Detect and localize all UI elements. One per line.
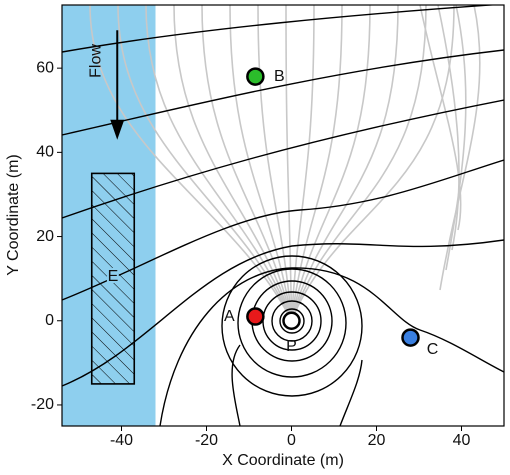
well — [282, 311, 301, 330]
well — [401, 328, 420, 347]
flow-label: Flow — [87, 44, 104, 78]
streamline — [257, 5, 293, 321]
y-tick-label: 0 — [45, 312, 54, 329]
marks: -40 -20 0 20 40 -20 0 20 40 60 E Flow A B C P — [31, 30, 471, 449]
streamline — [173, 5, 293, 321]
x-tick-label: 20 — [368, 432, 386, 449]
y-tick-label: -20 — [31, 396, 54, 413]
streamline — [445, 5, 467, 271]
well-label: C — [427, 341, 439, 358]
flow-net — [62, 5, 504, 426]
well — [246, 307, 265, 326]
region — [90, 172, 136, 385]
streamline — [89, 5, 293, 322]
y-tick-label: 40 — [36, 144, 54, 161]
streamline — [229, 5, 293, 321]
streamline — [290, 5, 343, 321]
streamline — [290, 5, 399, 321]
streamline — [437, 5, 460, 251]
flow-arrowhead — [110, 119, 125, 140]
streamline — [439, 5, 481, 291]
well-label: B — [274, 68, 285, 85]
streamline — [290, 5, 455, 322]
streamline — [290, 5, 315, 321]
region-label: E — [108, 268, 119, 285]
streamline — [201, 5, 293, 321]
streamline — [419, 5, 462, 231]
y-tick-label: 60 — [36, 59, 54, 76]
well-label: A — [224, 308, 235, 325]
well-label: P — [286, 338, 297, 355]
streamline — [290, 5, 371, 321]
x-tick-label: 40 — [453, 432, 471, 449]
well — [246, 67, 265, 86]
streamline — [290, 5, 427, 322]
streamline — [285, 5, 293, 321]
x-tick-label: -20 — [195, 432, 218, 449]
x-tick-label: 0 — [287, 432, 296, 449]
plot-frame — [61, 4, 505, 427]
streamline — [145, 5, 293, 322]
y-tick-label: 20 — [36, 228, 54, 245]
x-axis-label: X Coordinate (m) — [222, 452, 344, 469]
y-axis-label: Y Coordinate (m) — [5, 154, 22, 276]
x-tick-label: -40 — [110, 432, 133, 449]
